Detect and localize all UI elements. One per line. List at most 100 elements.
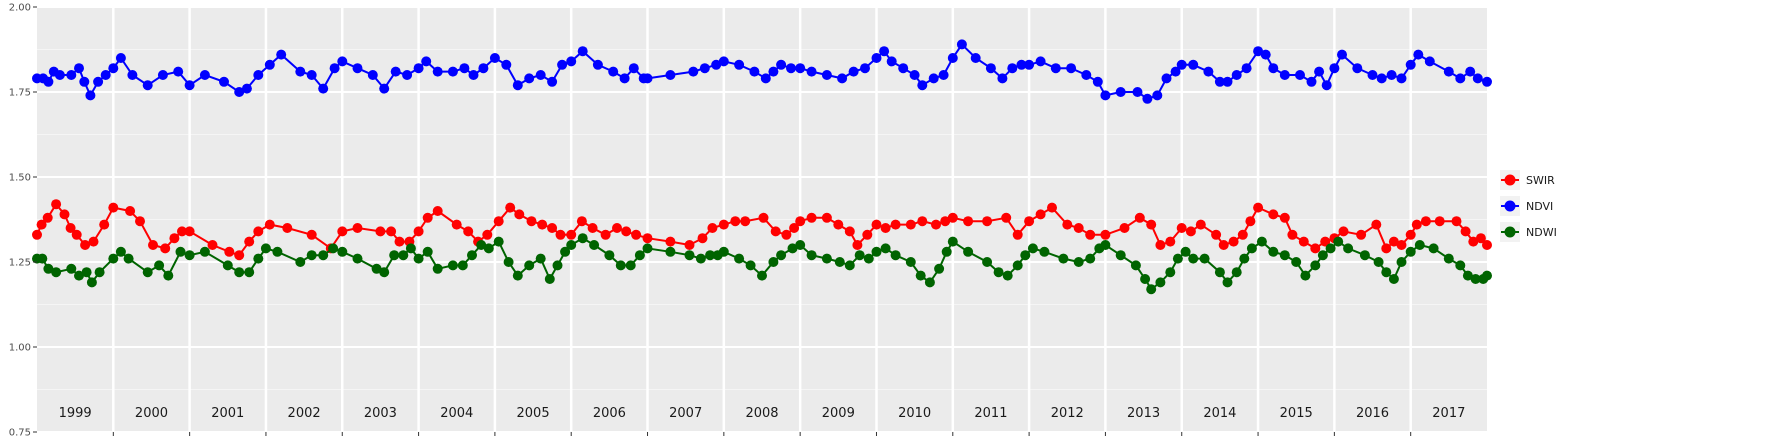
data-point [1356,229,1367,240]
series-ndvi [32,39,1492,104]
data-point [1035,56,1046,67]
data-point [199,70,210,80]
data-point [1310,243,1321,254]
series-ndwi [32,233,1492,295]
data-point [862,229,873,240]
data-point [352,253,363,264]
data-point [390,66,401,77]
data-point [413,226,424,237]
data-point [938,70,949,80]
data-point [905,257,916,267]
data-point [985,63,996,74]
data-point [1170,66,1181,77]
data-point [1239,253,1250,264]
data-point [1443,253,1454,264]
data-point [1472,73,1483,84]
data-point [886,56,897,67]
legend: SWIR NDVI NDWI [1500,170,1557,242]
data-point [1237,229,1248,240]
data-point [422,212,433,223]
data-point [328,243,339,254]
data-point [505,202,516,213]
data-point [697,233,708,244]
data-point [787,243,798,254]
year-label: 2003 [364,406,397,421]
data-point [108,63,119,74]
data-point [730,216,741,227]
data-point [244,236,255,247]
data-point [934,263,945,274]
data-point [768,66,779,77]
data-point [604,250,615,261]
data-point [503,257,514,267]
data-point [566,240,577,250]
data-point [253,70,264,80]
data-point [963,246,974,257]
data-point [924,277,935,288]
data-point [1132,87,1143,97]
year-label: 2014 [1203,406,1236,421]
data-point [447,260,458,271]
data-point [600,229,611,240]
data-point [32,229,42,240]
data-point [1314,66,1325,77]
data-point [1066,63,1077,74]
data-point [1130,260,1141,271]
data-point [547,76,558,87]
data-point [1245,216,1256,227]
data-point [956,39,967,50]
data-point [1405,59,1416,70]
year-label: 2004 [440,406,473,421]
data-point [405,243,416,254]
data-point [1424,56,1435,67]
data-point [1100,240,1111,250]
data-point [88,236,99,247]
data-point [51,267,62,278]
data-point [1414,240,1425,250]
data-point [1291,257,1302,267]
data-point [789,223,800,233]
data-point [379,83,390,94]
data-point [688,66,699,77]
data-point [1405,246,1416,257]
data-point [576,216,587,227]
data-point [135,216,145,227]
data-point [642,73,653,84]
data-point [80,240,91,250]
data-point [1482,240,1492,250]
data-point [795,216,806,227]
data-point [352,223,363,233]
x-gridlines [112,7,1412,432]
data-point [781,229,792,240]
data-point [74,270,84,281]
data-point [1012,229,1023,240]
data-point [1343,243,1354,254]
data-point [1460,226,1471,237]
data-point [834,257,845,267]
data-point [100,70,111,80]
data-point [749,66,760,77]
data-point [253,253,264,264]
data-point [1329,63,1340,74]
data-point [1155,277,1166,288]
data-point [1203,66,1214,77]
data-point [587,223,598,233]
data-point [1310,260,1321,271]
data-point [1188,253,1199,264]
y-tick-label: 2.00 [9,3,31,14]
data-point [447,66,458,77]
data-point [489,53,500,63]
data-point [175,246,186,257]
data-point [493,236,504,247]
data-point [898,63,909,74]
data-point [276,49,287,60]
data-point [776,250,787,261]
data-point [547,223,558,233]
data-point [482,229,493,240]
data-point [1218,240,1229,250]
data-point [821,70,832,80]
data-point [43,76,54,87]
data-point [51,199,62,210]
